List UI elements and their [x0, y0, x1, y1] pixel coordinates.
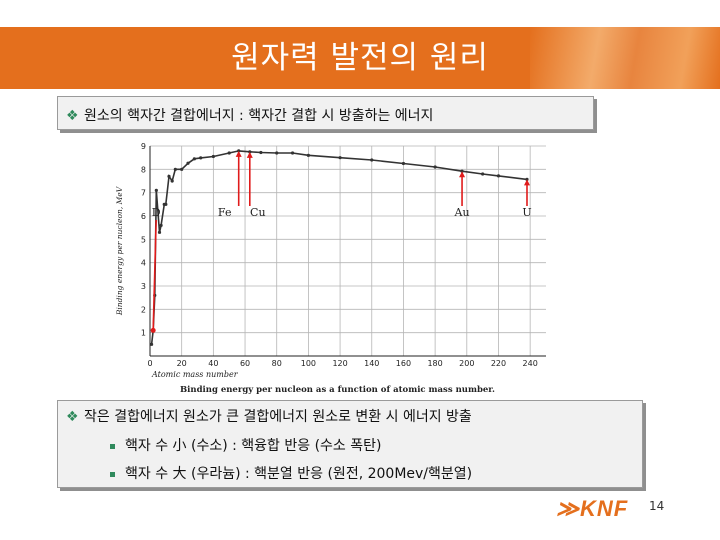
x-tick-label: 200 [459, 359, 474, 368]
bullet-text-1: 원소의 핵자간 결합에너지 : 핵자간 결합 시 방출하는 에너지 [84, 108, 434, 124]
annotation-label-cu: Cu [250, 206, 266, 219]
bullet-row-2: ❖ 작은 결합에너지 원소가 큰 결합에너지 원소로 변환 시 에너지 방출 [66, 406, 472, 426]
slide-header: 원자력 발전의 원리 [0, 27, 720, 89]
data-point [401, 161, 406, 166]
y-tick-label: 2 [141, 305, 146, 314]
y-tick-label: 3 [141, 282, 146, 291]
data-point [259, 150, 263, 155]
x-tick-label: 0 [147, 359, 152, 368]
data-point [433, 165, 437, 169]
data-point [170, 179, 174, 183]
annotation-arrowhead-fe [235, 150, 242, 157]
bullet-box-bottom: ❖ 작은 결합에너지 원소가 큰 결합에너지 원소로 변환 시 에너지 방출 핵자… [57, 400, 643, 488]
y-tick-label: 6 [141, 212, 146, 221]
data-point [290, 151, 295, 155]
annotation-arrowhead-au [459, 171, 466, 178]
data-point [164, 202, 168, 206]
data-point [275, 151, 279, 155]
data-point [306, 153, 310, 157]
logo-chevron-icon: ≫ [556, 496, 581, 521]
data-point [157, 230, 162, 234]
data-point [211, 154, 215, 159]
data-point [481, 172, 485, 176]
sub-bullet-row-1: 핵자 수 小 (수소) : 핵융합 반응 (수소 폭탄) [110, 435, 382, 455]
annotation-label-fe: Fe [218, 206, 232, 219]
logo-text: KNF [580, 496, 629, 521]
x-tick-label: 80 [272, 359, 282, 368]
annotation-arrowhead-cu [246, 151, 253, 158]
x-tick-label: 20 [177, 359, 187, 368]
y-tick-label: 8 [141, 165, 146, 174]
annotation-label-d: D [152, 206, 161, 219]
diamond-bullet-icon: ❖ [66, 409, 79, 425]
data-point [199, 156, 203, 160]
x-tick-label: 240 [523, 359, 538, 368]
x-tick-label: 140 [364, 359, 379, 368]
data-point [173, 167, 177, 171]
data-point [227, 151, 231, 155]
sub-bullet-text-1: 핵자 수 小 (수소) : 핵융합 반응 (수소 폭탄) [125, 438, 382, 454]
y-axis-label: Binding energy per nucleon, MeV [115, 185, 124, 316]
page-number: 14 [649, 499, 665, 513]
y-tick-label: 1 [141, 329, 146, 338]
x-tick-label: 220 [491, 359, 506, 368]
y-tick-label: 4 [141, 259, 146, 268]
binding-energy-chart: 0 20 40 60 80 100 120 140 160 180 200 220 240 1 2 3 4 5 6 7… [115, 142, 546, 394]
square-bullet-icon [110, 471, 115, 477]
x-axis-label: Atomic mass number [151, 370, 239, 379]
annotation-dot-d [150, 327, 156, 333]
data-point [496, 174, 501, 178]
sub-bullet-text-2: 핵자 수 大 (우라늄) : 핵분열 반응 (원전, 200Mev/핵분열) [125, 466, 473, 482]
data-point [186, 161, 190, 165]
data-point [338, 156, 342, 160]
bullet-box-top: ❖ 원소의 핵자간 결합에너지 : 핵자간 결합 시 방출하는 에너지 [57, 96, 594, 130]
data-point [237, 149, 241, 153]
bullet-text-2: 작은 결합에너지 원소가 큰 결합에너지 원소로 변환 시 에너지 방출 [84, 409, 472, 425]
chart-caption: Binding energy per nucleon as a function… [180, 385, 495, 394]
x-tick-label: 120 [332, 359, 347, 368]
x-tick-label: 100 [301, 359, 316, 368]
annotation-label-u: U [522, 206, 531, 219]
annotation-arrow-d [152, 219, 157, 331]
y-tick-label: 7 [141, 189, 146, 198]
header-decoration [530, 27, 720, 89]
x-tick-label: 40 [208, 359, 218, 368]
data-point [167, 174, 171, 178]
sub-bullet-row-2: 핵자 수 大 (우라늄) : 핵분열 반응 (원전, 200Mev/핵분열) [110, 463, 472, 483]
annotation-label-au: Au [454, 206, 470, 219]
diamond-bullet-icon: ❖ [66, 108, 79, 124]
square-bullet-icon [110, 443, 115, 449]
annotation-arrowhead-u [523, 179, 530, 186]
data-point [154, 188, 158, 192]
y-tick-label: 5 [141, 235, 146, 244]
x-tick-label: 180 [427, 359, 442, 368]
data-point [192, 157, 196, 161]
data-point [180, 167, 184, 171]
binding-energy-curve [150, 150, 528, 345]
data-point [248, 150, 252, 154]
x-tick-label: 160 [396, 359, 411, 368]
data-point [159, 223, 163, 227]
knf-logo: ≫KNF [556, 496, 628, 522]
data-point [370, 158, 374, 162]
slide-title: 원자력 발전의 원리 [231, 40, 489, 76]
x-tick-label: 60 [240, 359, 250, 368]
bullet-row-1: ❖ 원소의 핵자간 결합에너지 : 핵자간 결합 시 방출하는 에너지 [66, 105, 433, 125]
y-tick-label: 9 [141, 142, 146, 151]
data-point [149, 342, 154, 346]
